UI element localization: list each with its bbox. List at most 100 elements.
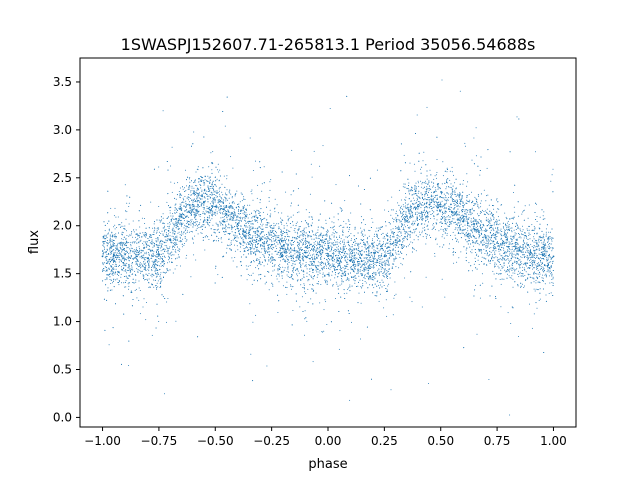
- data-point: [474, 204, 475, 206]
- data-point: [292, 190, 294, 192]
- data-point: [546, 259, 547, 261]
- data-point: [358, 247, 359, 249]
- data-point: [386, 289, 388, 291]
- data-point: [457, 213, 459, 215]
- data-point: [453, 212, 454, 214]
- data-point: [490, 219, 492, 221]
- data-point: [321, 331, 323, 333]
- data-point: [498, 258, 500, 260]
- data-point: [344, 266, 346, 267]
- data-point: [478, 237, 480, 239]
- data-point: [122, 255, 124, 257]
- data-point: [156, 231, 158, 233]
- data-point: [469, 226, 471, 228]
- data-point: [488, 379, 490, 380]
- data-point: [408, 182, 410, 184]
- data-point: [449, 221, 451, 223]
- data-point: [138, 280, 140, 282]
- data-point: [465, 212, 467, 214]
- data-point: [433, 203, 435, 205]
- data-point: [251, 239, 253, 241]
- data-point: [169, 225, 170, 227]
- data-point: [386, 276, 387, 278]
- data-point: [256, 249, 258, 251]
- data-point: [504, 241, 506, 243]
- data-point: [259, 238, 261, 239]
- data-point: [425, 199, 427, 201]
- data-point: [190, 191, 192, 193]
- data-point: [123, 258, 124, 259]
- data-point: [306, 275, 308, 277]
- data-point: [509, 229, 511, 231]
- data-point: [407, 209, 409, 211]
- data-point: [526, 265, 527, 267]
- data-point: [238, 222, 240, 224]
- data-point: [363, 228, 365, 230]
- data-point: [506, 252, 508, 254]
- data-point: [217, 163, 219, 165]
- data-point: [238, 206, 240, 208]
- data-point: [502, 252, 504, 254]
- data-point: [430, 191, 432, 193]
- data-point: [163, 223, 165, 225]
- data-point: [281, 277, 283, 279]
- data-point: [185, 257, 187, 259]
- data-point: [381, 253, 383, 255]
- data-point: [527, 259, 529, 261]
- data-point: [298, 254, 300, 256]
- data-point: [437, 184, 439, 186]
- data-point: [496, 199, 497, 201]
- data-point: [533, 281, 535, 283]
- data-point: [200, 204, 202, 206]
- data-point: [308, 212, 310, 213]
- data-point: [512, 236, 513, 238]
- data-point: [420, 207, 422, 209]
- data-point: [497, 232, 499, 234]
- data-point: [326, 274, 328, 276]
- data-point: [346, 292, 348, 294]
- data-point: [368, 260, 370, 262]
- data-point: [458, 231, 459, 233]
- data-point: [395, 258, 396, 260]
- data-point: [125, 243, 126, 244]
- data-point: [295, 238, 297, 240]
- data-point: [468, 194, 470, 195]
- data-point: [321, 246, 323, 248]
- data-point: [180, 215, 183, 218]
- data-point: [336, 258, 338, 260]
- data-point: [488, 204, 490, 206]
- data-point: [289, 249, 291, 251]
- data-point: [208, 187, 210, 189]
- data-point: [317, 229, 319, 231]
- data-point: [113, 268, 115, 270]
- data-point: [101, 255, 104, 258]
- data-point: [151, 276, 153, 278]
- data-point: [339, 265, 341, 267]
- data-point: [486, 213, 488, 215]
- data-point: [446, 171, 448, 173]
- data-point: [286, 222, 288, 224]
- data-point: [315, 258, 317, 259]
- data-point: [542, 266, 544, 268]
- data-point: [474, 229, 476, 231]
- data-point: [380, 233, 382, 235]
- data-point: [365, 263, 367, 265]
- data-point: [201, 189, 203, 191]
- data-point: [285, 259, 286, 261]
- data-point: [140, 255, 142, 257]
- data-point: [187, 196, 189, 198]
- data-point: [283, 246, 285, 247]
- data-point: [496, 219, 498, 221]
- data-point: [203, 192, 204, 194]
- data-point: [142, 255, 144, 256]
- data-point: [156, 282, 158, 284]
- data-point: [194, 216, 196, 218]
- data-point: [379, 257, 381, 259]
- data-point: [391, 231, 393, 233]
- data-point: [402, 204, 404, 206]
- data-point: [143, 276, 145, 278]
- data-point: [436, 219, 438, 221]
- data-point: [216, 213, 218, 215]
- data-point: [331, 252, 333, 254]
- data-point: [287, 215, 289, 217]
